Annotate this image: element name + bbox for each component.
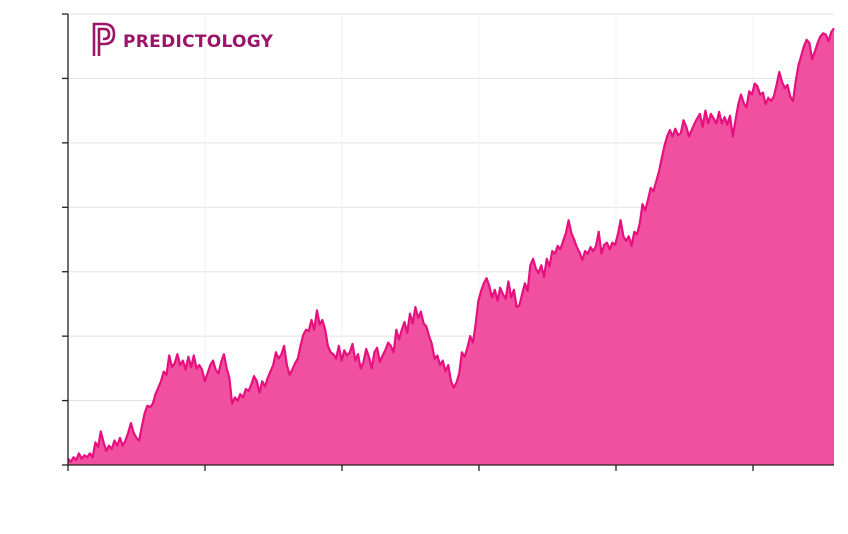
brand-name: PREDICTOLOGY — [123, 32, 274, 52]
brand-logo: PREDICTOLOGY — [92, 22, 274, 56]
logo-p-icon — [92, 22, 116, 56]
axes — [62, 13, 834, 471]
equity-area — [68, 28, 834, 465]
equity-line — [67, 27, 835, 463]
